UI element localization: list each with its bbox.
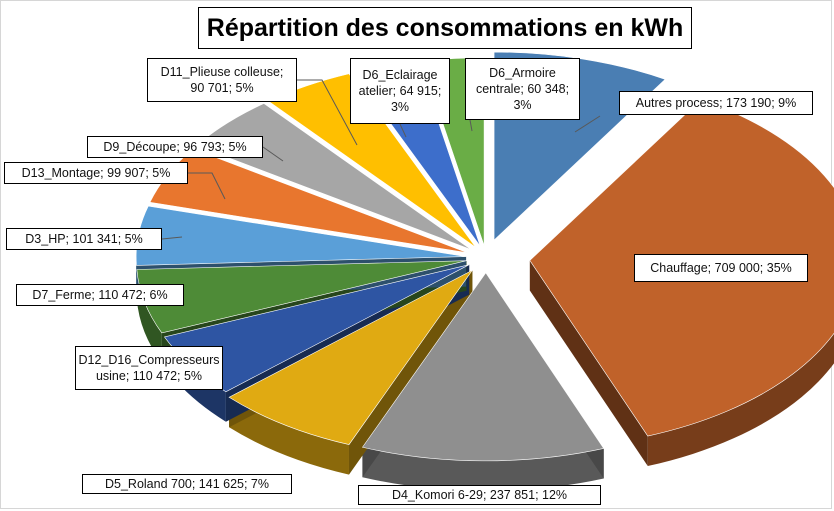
data-label: Autres process; 173 190; 9% [619,91,813,115]
data-label: D13_Montage; 99 907; 5% [4,162,188,184]
data-label: D6_Armoire centrale; 60 348; 3% [465,58,580,120]
pie-slice-side [647,333,834,467]
label-leader-line [161,236,183,240]
data-label: D4_Komori 6-29; 237 851; 12% [358,485,601,505]
pie-slice-face [529,260,648,467]
data-label: D11_Plieuse colleuse; 90 701; 5% [147,58,297,102]
pie-slice [361,272,605,462]
pie-slice-side [229,397,349,475]
label-leader-line [262,146,284,162]
data-label: D9_Découpe; 96 793; 5% [87,136,263,158]
label-leader-line [188,172,226,200]
data-label: D6_Eclairage atelier; 64 915; 3% [350,58,450,124]
pie-slice-side [136,269,162,363]
data-label: Chauffage; 709 000; 35% [634,254,808,282]
data-label: D5_Roland 700; 141 625; 7% [82,474,292,494]
chart-title: Répartition des consommations en kWh [198,7,692,49]
data-label: D12_D16_Compresseurs usine; 110 472; 5% [75,346,223,390]
label-leader-line [399,123,407,138]
data-label: D7_Ferme; 110 472; 6% [16,284,184,306]
pie-slice [228,269,473,445]
label-leader-line [574,115,601,133]
data-label: D3_HP; 101 341; 5% [6,228,162,250]
label-leader-line [469,119,473,132]
label-leader-line [297,79,358,146]
